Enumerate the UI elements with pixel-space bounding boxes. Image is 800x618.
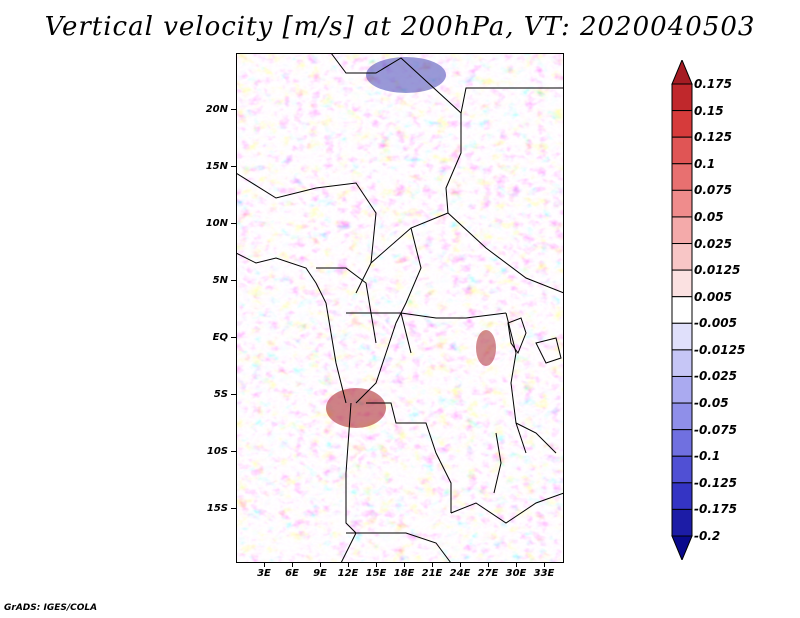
lat-label: 15S xyxy=(206,503,228,514)
lon-label: 3E xyxy=(257,568,271,579)
lon-tick xyxy=(376,562,377,567)
colorbar-label: 0.025 xyxy=(694,236,732,251)
lat-label: 5N xyxy=(212,275,228,286)
colorbar-swatch xyxy=(671,535,693,560)
lon-tick xyxy=(320,562,321,567)
lat-label: 10N xyxy=(205,218,228,229)
colorbar-swatch xyxy=(671,296,693,324)
colorbar-swatches xyxy=(671,60,693,560)
lon-label: 30E xyxy=(505,568,527,579)
lon-label: 24E xyxy=(449,568,471,579)
colorbar-swatch xyxy=(671,243,693,271)
colorbar-swatch xyxy=(671,136,693,165)
lat-tick xyxy=(231,394,236,395)
colorbar-label: -0.175 xyxy=(694,502,737,517)
lake-outlines xyxy=(493,317,562,494)
country-borders xyxy=(236,53,564,563)
map-panel xyxy=(236,53,564,563)
colorbar-swatch xyxy=(671,429,693,457)
colorbar-swatch xyxy=(671,269,693,298)
colorbar-swatch xyxy=(671,189,693,218)
colorbar-label: 0.005 xyxy=(694,289,732,304)
updraft-east-region xyxy=(476,330,496,366)
lat-tick xyxy=(231,109,236,110)
lon-label: 12E xyxy=(337,568,359,579)
colorbar-swatch xyxy=(671,455,693,484)
lon-label: 6E xyxy=(285,568,299,579)
colorbar-label: -0.125 xyxy=(694,475,737,490)
lat-tick xyxy=(231,508,236,509)
colorbar-label: 0.15 xyxy=(694,103,724,118)
lon-tick xyxy=(264,562,265,567)
colorbar-label: -0.075 xyxy=(694,422,737,437)
colorbar-label: 0.05 xyxy=(694,209,724,224)
colorbar-label: 0.1 xyxy=(694,156,716,171)
chart-title: Vertical velocity [m/s] at 200hPa, VT: 2… xyxy=(44,12,756,42)
colorbar-label: -0.025 xyxy=(694,369,737,384)
lon-tick xyxy=(544,562,545,567)
lon-tick xyxy=(516,562,517,567)
lon-label: 33E xyxy=(533,568,555,579)
colorbar-swatch xyxy=(671,83,693,112)
lat-label: 20N xyxy=(205,104,228,115)
colorbar-label: -0.0125 xyxy=(694,342,746,357)
lon-label: 21E xyxy=(421,568,443,579)
colorbar xyxy=(671,60,693,560)
colorbar-label: 0.0125 xyxy=(694,263,741,278)
lon-tick xyxy=(404,562,405,567)
colorbar-swatch xyxy=(671,110,693,138)
lat-tick xyxy=(231,166,236,167)
velocity-field xyxy=(236,53,564,563)
strong-updraft-region xyxy=(326,388,386,428)
lon-tick xyxy=(348,562,349,567)
colorbar-swatch xyxy=(671,349,693,377)
lon-tick xyxy=(460,562,461,567)
colorbar-label: -0.1 xyxy=(694,449,721,464)
colorbar-swatch xyxy=(671,402,693,431)
lat-tick xyxy=(231,337,236,338)
lat-label: EQ xyxy=(212,332,228,343)
downdraft-north-region xyxy=(366,57,446,93)
colorbar-swatch xyxy=(671,375,693,404)
lon-label: 15E xyxy=(365,568,387,579)
colorbar-swatch xyxy=(671,163,693,191)
lat-label: 15N xyxy=(205,161,228,172)
colorbar-label: 0.075 xyxy=(694,183,732,198)
colorbar-swatch xyxy=(671,482,693,510)
lon-label: 9E xyxy=(313,568,327,579)
lat-tick xyxy=(231,280,236,281)
lon-tick xyxy=(292,562,293,567)
lon-label: 18E xyxy=(393,568,415,579)
lon-tick xyxy=(488,562,489,567)
lat-tick xyxy=(231,223,236,224)
colorbar-label: 0.125 xyxy=(694,130,732,145)
colorbar-swatch xyxy=(671,60,693,85)
colorbar-label: -0.2 xyxy=(694,529,721,543)
lon-tick xyxy=(432,562,433,567)
colorbar-label: 0.175 xyxy=(694,77,732,91)
lat-label: 10S xyxy=(206,446,228,457)
colorbar-swatch xyxy=(671,508,693,537)
colorbar-swatch xyxy=(671,216,693,245)
lat-tick xyxy=(231,451,236,452)
colorbar-swatch xyxy=(671,322,693,351)
lat-label: 5S xyxy=(213,389,228,400)
noise-field xyxy=(236,53,564,563)
colorbar-label: -0.05 xyxy=(694,396,729,411)
grads-credit: GrADS: IGES/COLA xyxy=(4,603,98,613)
colorbar-label: -0.005 xyxy=(694,316,737,331)
lon-label: 27E xyxy=(477,568,499,579)
